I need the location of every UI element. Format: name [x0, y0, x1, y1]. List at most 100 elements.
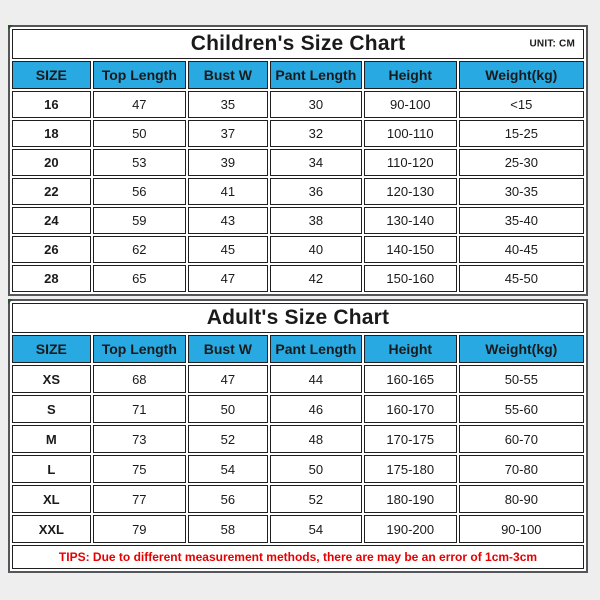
value-cell: 90-100: [458, 515, 584, 543]
unit-label: UNIT: CM: [529, 38, 575, 50]
size-cell: 28: [12, 265, 91, 292]
column-header: Weight(kg): [458, 335, 584, 363]
corner-mark-icon: [8, 25, 13, 30]
corner-mark-icon: [8, 299, 13, 304]
value-cell: 140-150: [363, 236, 457, 263]
column-header: SIZE: [12, 335, 91, 363]
value-cell: 150-160: [363, 265, 457, 292]
children-size-table: Children's Size Chart UNIT: CM SIZE Top L…: [8, 25, 588, 296]
value-cell: 45: [187, 236, 268, 263]
value-cell: 52: [269, 485, 362, 513]
value-cell: 35: [187, 91, 268, 118]
table-row: 28 65 47 42 150-160 45-50: [12, 265, 584, 292]
value-cell: 50: [92, 120, 186, 147]
value-cell: 62: [92, 236, 186, 263]
table-row: 26 62 45 40 140-150 40-45: [12, 236, 584, 263]
column-header: Pant Length: [269, 61, 362, 89]
column-header: Weight(kg): [458, 61, 584, 89]
value-cell: 53: [92, 149, 186, 176]
value-cell: 52: [187, 425, 268, 453]
value-cell: 160-170: [363, 395, 457, 423]
size-cell: 18: [12, 120, 91, 147]
table-row: 20 53 39 34 110-120 25-30: [12, 149, 584, 176]
value-cell: 170-175: [363, 425, 457, 453]
value-cell: 56: [187, 485, 268, 513]
value-cell: 54: [269, 515, 362, 543]
value-cell: 45-50: [458, 265, 584, 292]
value-cell: 90-100: [363, 91, 457, 118]
value-cell: 39: [187, 149, 268, 176]
children-table-body: 16 47 35 30 90-100 <15 18 50 37 32 100-110 15-25 20 5…: [12, 91, 584, 292]
value-cell: 32: [269, 120, 362, 147]
value-cell: 40: [269, 236, 362, 263]
value-cell: 180-190: [363, 485, 457, 513]
size-cell: XXL: [12, 515, 91, 543]
value-cell: 42: [269, 265, 362, 292]
value-cell: 15-25: [458, 120, 584, 147]
value-cell: 47: [92, 91, 186, 118]
table-row: XL 77 56 52 180-190 80-90: [12, 485, 584, 513]
table-title: Adult's Size Chart: [206, 306, 390, 329]
value-cell: 30-35: [458, 178, 584, 205]
table-row: 16 47 35 30 90-100 <15: [12, 91, 584, 118]
value-cell: 46: [269, 395, 362, 423]
value-cell: 50: [187, 395, 268, 423]
value-cell: 40-45: [458, 236, 584, 263]
size-cell: M: [12, 425, 91, 453]
column-header: Top Length: [92, 335, 186, 363]
value-cell: 175-180: [363, 455, 457, 483]
size-cell: 26: [12, 236, 91, 263]
table-row: S 71 50 46 160-170 55-60: [12, 395, 584, 423]
value-cell: 25-30: [458, 149, 584, 176]
size-cell: 24: [12, 207, 91, 234]
table-row: 18 50 37 32 100-110 15-25: [12, 120, 584, 147]
tips-row: TIPS: Due to different measurement metho…: [12, 545, 584, 569]
value-cell: 65: [92, 265, 186, 292]
column-header: Pant Length: [269, 335, 362, 363]
table-title: Children's Size Chart: [190, 32, 406, 55]
value-cell: 160-165: [363, 365, 457, 393]
value-cell: 75: [92, 455, 186, 483]
value-cell: 100-110: [363, 120, 457, 147]
size-cell: XL: [12, 485, 91, 513]
table-row: 22 56 41 36 120-130 30-35: [12, 178, 584, 205]
value-cell: 73: [92, 425, 186, 453]
adult-table-body: XS 68 47 44 160-165 50-55 S 71 50 46 160-170 55-60 M…: [12, 365, 584, 543]
table-title-cell: Children's Size Chart UNIT: CM: [12, 29, 584, 59]
table-row: M 73 52 48 170-175 60-70: [12, 425, 584, 453]
column-header-row: SIZE Top Length Bust W Pant Length Height Wei…: [12, 335, 584, 363]
value-cell: 71: [92, 395, 186, 423]
table-row: L 75 54 50 175-180 70-80: [12, 455, 584, 483]
value-cell: 47: [187, 365, 268, 393]
table-row: XXL 79 58 54 190-200 90-100: [12, 515, 584, 543]
column-header: Height: [363, 61, 457, 89]
value-cell: 130-140: [363, 207, 457, 234]
value-cell: 79: [92, 515, 186, 543]
value-cell: 110-120: [363, 149, 457, 176]
value-cell: 43: [187, 207, 268, 234]
value-cell: 54: [187, 455, 268, 483]
value-cell: 59: [92, 207, 186, 234]
column-header: Bust W: [187, 61, 268, 89]
value-cell: <15: [458, 91, 584, 118]
value-cell: 35-40: [458, 207, 584, 234]
size-cell: 22: [12, 178, 91, 205]
value-cell: 44: [269, 365, 362, 393]
children-size-chart: Children's Size Chart UNIT: CM SIZE Top L…: [8, 25, 588, 296]
value-cell: 60-70: [458, 425, 584, 453]
value-cell: 68: [92, 365, 186, 393]
column-header: Height: [363, 335, 457, 363]
value-cell: 36: [269, 178, 362, 205]
size-cell: L: [12, 455, 91, 483]
tips-note: TIPS: Due to different measurement metho…: [12, 545, 584, 569]
value-cell: 38: [269, 207, 362, 234]
value-cell: 41: [187, 178, 268, 205]
value-cell: 50-55: [458, 365, 584, 393]
table-title-cell: Adult's Size Chart: [12, 303, 584, 333]
value-cell: 37: [187, 120, 268, 147]
value-cell: 50: [269, 455, 362, 483]
value-cell: 70-80: [458, 455, 584, 483]
size-cell: 16: [12, 91, 91, 118]
